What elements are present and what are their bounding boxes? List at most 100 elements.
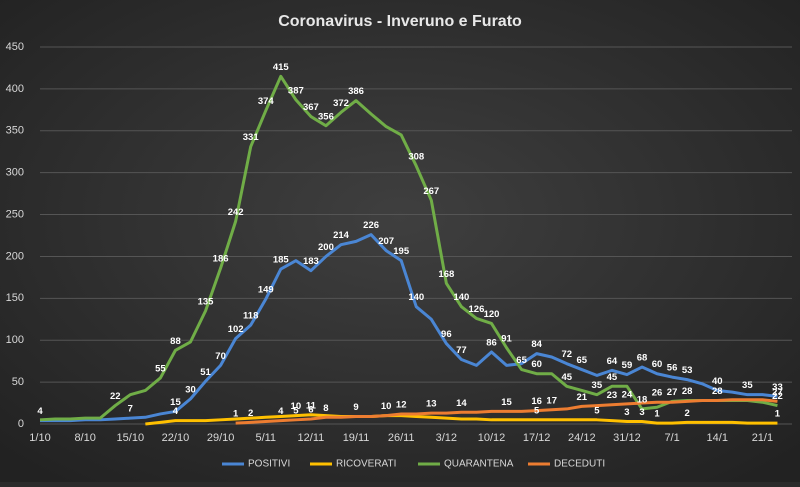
y-tick-label: 200: [6, 250, 24, 262]
data-label: 5: [594, 405, 600, 416]
data-label: 5: [534, 405, 540, 416]
data-label: 3: [639, 407, 644, 418]
data-label: 10: [291, 401, 302, 412]
data-label: 331: [243, 132, 260, 143]
data-label: 96: [441, 329, 452, 340]
data-label: 55: [155, 363, 166, 374]
data-label: 2: [685, 408, 690, 419]
data-label: 72: [561, 349, 572, 360]
series-line: [145, 413, 778, 426]
data-label: 40: [712, 376, 723, 387]
data-label: 33: [772, 382, 783, 393]
x-tick-label: 8/10: [74, 432, 95, 444]
data-label: 64: [607, 356, 618, 367]
data-label: 200: [318, 242, 334, 253]
data-label: 16: [531, 396, 542, 407]
data-label: 4: [37, 406, 43, 417]
data-label: 22: [772, 391, 783, 402]
data-label: 185: [273, 255, 290, 266]
y-tick-label: 300: [6, 167, 24, 179]
data-label: 195: [393, 246, 410, 257]
data-label: 308: [408, 151, 424, 162]
data-label: 13: [426, 399, 437, 410]
y-tick-label: 250: [6, 208, 24, 220]
data-label: 6: [308, 404, 313, 415]
data-label: 35: [742, 380, 753, 391]
data-label: 45: [561, 372, 572, 383]
data-label: 30: [185, 384, 196, 395]
data-label: 102: [228, 324, 244, 335]
data-label: 183: [303, 256, 319, 267]
x-tick-label: 24/12: [568, 432, 596, 444]
data-label: 118: [243, 311, 258, 322]
data-label: 120: [484, 309, 500, 320]
x-tick-label: 29/10: [207, 432, 235, 444]
legend-label: POSITIVI: [248, 459, 290, 470]
data-label: 21: [577, 392, 588, 403]
data-label: 1: [654, 409, 660, 420]
data-label: 45: [607, 372, 618, 383]
data-label: 56: [667, 363, 678, 374]
y-tick-label: 450: [6, 41, 24, 53]
data-label: 35: [592, 380, 603, 391]
data-label: 7: [128, 404, 133, 415]
data-label: 59: [622, 360, 633, 371]
data-label: 10: [381, 401, 392, 412]
data-label: 23: [607, 390, 618, 401]
data-label: 70: [215, 351, 226, 362]
series-line: [40, 233, 778, 423]
data-label: 126: [469, 304, 485, 315]
data-label: 15: [501, 397, 512, 408]
data-label: 3: [624, 407, 629, 418]
data-label: 226: [363, 220, 379, 231]
data-label: 27: [772, 387, 783, 398]
data-label: 372: [333, 98, 349, 109]
x-tick-label: 19/11: [343, 432, 370, 444]
legend-label: QUARANTENA: [444, 459, 514, 470]
series-line: [235, 398, 778, 425]
data-label: 26: [652, 388, 663, 399]
x-tick-label: 5/11: [255, 432, 276, 444]
data-label: 5: [293, 405, 299, 416]
x-tick-label: 12/11: [298, 432, 325, 444]
y-tick-label: 350: [6, 125, 24, 137]
x-tick-label: 1/10: [29, 432, 50, 444]
data-label: 12: [396, 399, 407, 410]
data-label: 22: [110, 391, 121, 402]
x-tick-label: 31/12: [613, 432, 641, 444]
data-label: 149: [258, 285, 274, 296]
x-tick-label: 22/10: [162, 432, 190, 444]
data-label: 51: [200, 367, 211, 378]
data-label: 65: [516, 355, 527, 366]
data-label: 18: [637, 394, 648, 405]
data-label: 27: [667, 387, 678, 398]
data-label: 242: [228, 207, 244, 218]
data-label: 86: [486, 337, 497, 348]
data-label: 214: [333, 230, 350, 241]
data-label: 53: [682, 365, 693, 376]
data-label: 28: [712, 386, 723, 397]
data-label: 28: [682, 386, 693, 397]
x-tick-label: 14/1: [707, 432, 728, 444]
data-label: 88: [170, 336, 181, 347]
data-label: 387: [288, 85, 304, 96]
data-label: 68: [637, 353, 648, 364]
data-label: 374: [258, 96, 275, 107]
data-label: 17: [546, 395, 557, 406]
data-label: 65: [577, 355, 588, 366]
data-label: 84: [531, 339, 542, 350]
data-label: 9: [353, 402, 358, 413]
data-label: 24: [622, 389, 633, 400]
y-tick-label: 100: [6, 334, 24, 346]
legend-label: RICOVERATI: [336, 459, 396, 470]
data-label: 186: [213, 254, 229, 265]
data-label: 140: [408, 292, 424, 303]
data-label: 1: [775, 409, 781, 420]
x-tick-label: 17/12: [523, 432, 551, 444]
series-line: [39, 74, 778, 422]
data-label: 15: [170, 397, 181, 408]
data-label: 2: [248, 408, 253, 419]
data-label: 14: [456, 398, 467, 409]
data-label: 60: [652, 359, 663, 370]
